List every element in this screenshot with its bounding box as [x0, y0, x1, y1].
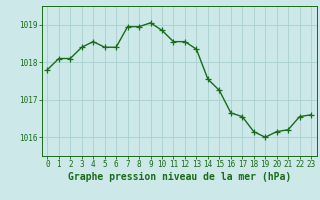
X-axis label: Graphe pression niveau de la mer (hPa): Graphe pression niveau de la mer (hPa) — [68, 172, 291, 182]
